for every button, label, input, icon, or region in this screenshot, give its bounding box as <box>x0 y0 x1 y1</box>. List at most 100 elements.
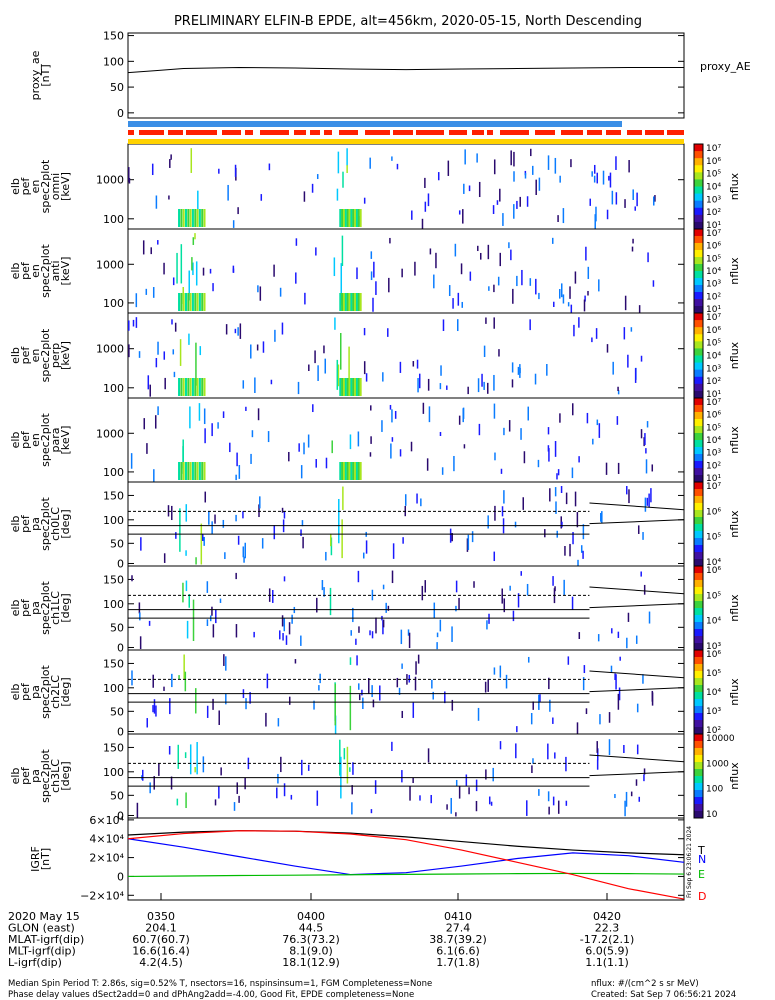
spectrogram-streak <box>640 429 643 439</box>
spectrogram-streak <box>169 159 171 168</box>
colorbar-cell <box>694 629 703 637</box>
spectrogram-streak <box>355 638 357 645</box>
spectrogram-streak <box>139 636 142 650</box>
spectrogram-streak <box>628 489 630 504</box>
science-segment <box>186 130 217 135</box>
spectrogram-streak <box>394 410 397 419</box>
spectrogram-streak <box>561 283 563 298</box>
spectrogram-streak <box>453 455 455 472</box>
spectrogram-streak <box>496 200 499 205</box>
spectrogram-low-energy <box>346 378 349 396</box>
spectrogram-streak <box>467 386 469 395</box>
spectrogram-streak <box>340 263 343 306</box>
spectrogram-streak <box>149 782 151 794</box>
spectrogram-streak <box>548 448 550 462</box>
spectrogram-streak <box>315 247 317 256</box>
spectrogram-streak <box>467 534 470 551</box>
spectrogram-streak <box>595 328 598 339</box>
spectrogram-streak <box>225 693 227 705</box>
spectrogram-streak <box>223 654 225 666</box>
spectrogram-streak <box>342 486 344 510</box>
colorbar-label: nflux <box>728 426 741 454</box>
spectrogram-low-energy <box>191 293 194 311</box>
spectrogram-streak <box>220 767 222 776</box>
spectrogram-low-energy <box>196 293 199 311</box>
legend-proxy-ae: proxy_AE <box>700 60 751 73</box>
colorbar-cell <box>694 608 703 616</box>
spectrogram-streak <box>211 423 213 437</box>
spectrogram-streak <box>502 213 504 226</box>
spectrogram-streak <box>412 702 415 718</box>
colorbar-cell <box>694 165 703 173</box>
ylabel-line: en <box>29 349 42 363</box>
spectrogram-streak <box>242 380 245 389</box>
spectrogram-streak <box>225 656 227 671</box>
spectrogram-streak <box>303 191 306 202</box>
colorbar-cell <box>694 292 703 300</box>
spectrogram-streak <box>424 201 427 212</box>
spectrogram-streak <box>363 327 366 336</box>
spectrogram-streak <box>562 208 565 224</box>
science-segment <box>294 130 306 135</box>
spectrogram-streak <box>592 438 594 445</box>
spectrogram-streak <box>242 546 245 558</box>
spectrogram-streak <box>580 545 583 553</box>
spectrogram-streak <box>182 582 184 603</box>
spectrogram-streak <box>245 406 247 411</box>
spectrogram-streak <box>316 597 318 613</box>
spectrogram-streak <box>265 712 267 727</box>
spectrogram-streak <box>349 685 352 731</box>
colorbar-cell <box>694 299 703 307</box>
panel-frame <box>127 817 685 901</box>
ylabel-line: pef <box>19 766 32 785</box>
spectrogram-streak <box>167 505 170 517</box>
colorbar-cell <box>694 313 703 321</box>
ylabel-line: ch2LC <box>49 675 62 709</box>
spectrogram-streak <box>204 428 206 444</box>
colorbar-cell <box>694 517 703 525</box>
colorbar-cell <box>694 699 703 707</box>
spectrogram-streak <box>644 497 647 512</box>
ylabel-line: para <box>49 428 62 453</box>
spectrogram-low-energy <box>350 293 353 311</box>
spectrogram-streak <box>501 506 504 517</box>
science-segment <box>587 130 602 135</box>
spectrogram-streak <box>412 361 415 367</box>
colorbar-cell <box>694 811 703 819</box>
ytick-label: 0 <box>117 557 124 570</box>
spectrogram-streak <box>457 319 459 332</box>
spectrogram-streak <box>331 440 333 454</box>
colorbar: 10⁷ 10⁶ 10⁵ 10⁴ 10³ 10² 10¹ nflux <box>693 397 741 484</box>
colorbar-cell <box>694 692 703 700</box>
xlabel-value: 44.5 <box>299 922 324 935</box>
colorbar-tick: 10⁵ <box>706 533 721 543</box>
spectrogram-low-energy <box>194 293 197 311</box>
spectrogram-streak <box>584 295 586 302</box>
spectrogram-streak <box>624 199 626 208</box>
spectrogram-streak <box>538 292 540 300</box>
spectrogram-low-energy <box>184 293 187 311</box>
ylabel-line: elb <box>9 178 22 195</box>
spectrogram-streak <box>340 333 342 370</box>
spectrogram-streak <box>567 302 570 307</box>
spectrogram-streak <box>466 538 469 552</box>
spectrogram-streak <box>209 268 212 274</box>
spectrogram-streak <box>147 375 150 390</box>
spectrogram-streak <box>211 521 213 535</box>
spectrogram-streak <box>647 252 649 263</box>
xlabel-value: 1.1(1.1) <box>585 956 629 969</box>
colorbar-tick: 10⁴ <box>706 558 721 568</box>
spectrogram-streak <box>532 701 534 710</box>
spectrogram-streak <box>547 427 550 435</box>
spectrogram-streak <box>424 580 427 593</box>
spectrogram-streak <box>462 209 464 224</box>
spectrogram-streak <box>371 589 374 601</box>
spectrogram-streak <box>288 451 290 462</box>
spectrogram-streak <box>538 789 540 796</box>
colorbar-cell <box>694 236 703 244</box>
spectrogram-streak <box>301 520 304 527</box>
spectrogram-streak <box>157 240 159 245</box>
spectrogram-streak <box>382 584 385 590</box>
spectrogram-streak <box>146 718 148 728</box>
